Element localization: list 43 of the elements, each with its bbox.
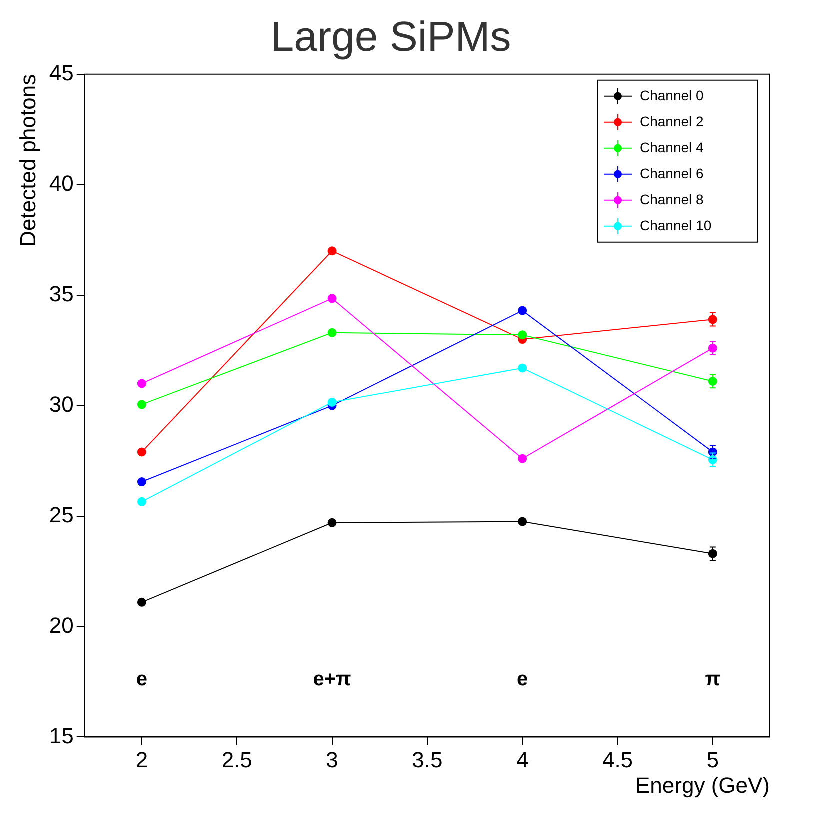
y-tick-label: 15 bbox=[49, 723, 74, 748]
legend-label: Channel 2 bbox=[640, 113, 704, 130]
x-tick-label: 5 bbox=[706, 747, 720, 772]
point bbox=[137, 379, 146, 388]
point bbox=[137, 400, 146, 410]
annotation: π bbox=[705, 668, 721, 691]
y-tick-label: 30 bbox=[49, 392, 74, 417]
point bbox=[328, 398, 337, 407]
y-tick-label: 20 bbox=[49, 612, 74, 638]
x-tick-label: 2 bbox=[136, 747, 148, 772]
x-tick-label: 3 bbox=[326, 747, 338, 772]
y-tick-label: 35 bbox=[49, 281, 74, 306]
legend-label: Channel 10 bbox=[640, 217, 712, 234]
legend-label: Channel 4 bbox=[640, 139, 704, 156]
x-tick-label: 4.5 bbox=[602, 747, 634, 772]
point bbox=[518, 454, 528, 464]
x-tick-label: 3.5 bbox=[412, 747, 443, 772]
chart-title: Large SiPMs bbox=[270, 12, 512, 60]
x-tick-label: 2.5 bbox=[222, 747, 252, 772]
legend-label: Channel 8 bbox=[640, 191, 704, 208]
legend-label: Channel 0 bbox=[640, 87, 704, 104]
point bbox=[328, 328, 337, 338]
annotation: e bbox=[136, 668, 148, 691]
point bbox=[137, 598, 146, 607]
point bbox=[518, 330, 528, 340]
point bbox=[518, 517, 528, 526]
legend-label: Channel 6 bbox=[640, 165, 704, 182]
point bbox=[328, 246, 337, 256]
point bbox=[137, 497, 146, 506]
point bbox=[328, 518, 337, 528]
point bbox=[518, 364, 528, 373]
y-tick-label: 45 bbox=[49, 60, 74, 86]
point bbox=[137, 478, 146, 487]
annotation: e bbox=[517, 668, 528, 691]
y-axis-title: Detected photons bbox=[15, 74, 40, 247]
point bbox=[328, 294, 337, 304]
x-tick-label: 4 bbox=[516, 747, 529, 772]
y-tick-label: 40 bbox=[49, 170, 74, 196]
annotation: e+π bbox=[313, 668, 352, 691]
point bbox=[518, 306, 528, 316]
x-axis-title: Energy (GeV) bbox=[636, 772, 770, 798]
point bbox=[137, 448, 146, 457]
y-tick-label: 25 bbox=[49, 502, 74, 528]
